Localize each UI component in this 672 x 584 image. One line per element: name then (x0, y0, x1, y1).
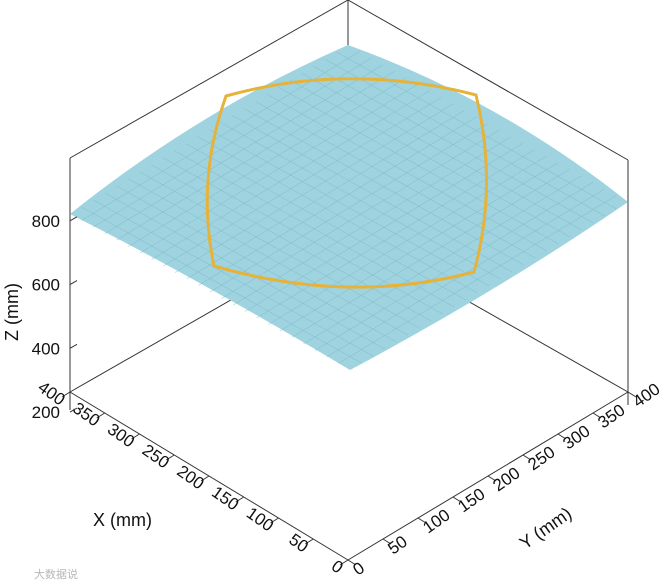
z-tick-mark (69, 280, 78, 285)
y-tick-mark (627, 391, 637, 398)
z-tick-mark (69, 343, 78, 349)
y-axis-title: Y (mm) (516, 503, 576, 553)
x-tick-label: 150 (208, 482, 242, 514)
mesh-line (336, 51, 617, 210)
y-tick-mark (382, 538, 392, 545)
z-axis-title: Z (mm) (2, 283, 22, 341)
y-tick-label: 250 (524, 442, 558, 474)
mesh-line (303, 175, 582, 345)
z-tick-label: 600 (32, 276, 60, 295)
x-tick-label: 100 (243, 503, 277, 535)
x-tick-mark (270, 517, 279, 524)
mesh-line (313, 65, 594, 224)
z-tick-label: 400 (32, 339, 60, 358)
x-tick-label: 350 (69, 398, 103, 430)
x-tick-label: 200 (173, 461, 207, 493)
x-tick-label: 0 (328, 556, 347, 577)
y-tick-label: 100 (419, 505, 453, 537)
y-tick-label: 150 (454, 484, 488, 516)
x-tick-mark (165, 454, 175, 461)
z-tick-label: 200 (32, 403, 60, 422)
x-tick-mark (304, 538, 314, 545)
y-tick-label: 200 (489, 463, 523, 495)
mesh-line (338, 195, 617, 364)
x-tick-mark (61, 391, 71, 398)
watermark-text: 大数据说 (34, 567, 78, 581)
x-tick-mark (200, 475, 210, 482)
y-tick-mark (417, 517, 427, 524)
x-tick-mark (96, 412, 106, 419)
y-tick-label: 350 (594, 400, 628, 432)
x-tick-label: 250 (139, 440, 173, 472)
y-tick-mark (522, 454, 532, 461)
box-edge-back-right-top (347, 0, 629, 161)
z-tick-mark (69, 216, 78, 222)
z-tick-label: 800 (32, 212, 60, 231)
x-tick-mark (131, 433, 140, 440)
mesh-line (324, 58, 605, 217)
y-tick-mark (347, 559, 357, 566)
surface-outline (205, 77, 488, 289)
surface (70, 45, 628, 370)
x-tick-label: 300 (104, 419, 138, 451)
y-tick-mark (487, 475, 497, 482)
x-tick-mark (339, 559, 349, 566)
z-tick-mark (69, 407, 78, 413)
y-tick-label: 0 (349, 558, 368, 579)
surface-mesh (81, 51, 617, 364)
y-tick-label: 300 (559, 421, 593, 453)
y-tick-label: 400 (629, 379, 663, 411)
mesh-line (314, 182, 594, 351)
x-tick-mark (235, 496, 245, 503)
x-axis-title: X (mm) (93, 510, 152, 530)
z-tick-marks: 200 400 600 800 (32, 212, 78, 422)
box-edge-back-left-top (69, 0, 349, 159)
y-tick-mark (592, 412, 602, 419)
y-tick-mark (452, 496, 462, 503)
x-tick-label: 50 (285, 530, 311, 556)
y-tick-mark (557, 433, 567, 440)
